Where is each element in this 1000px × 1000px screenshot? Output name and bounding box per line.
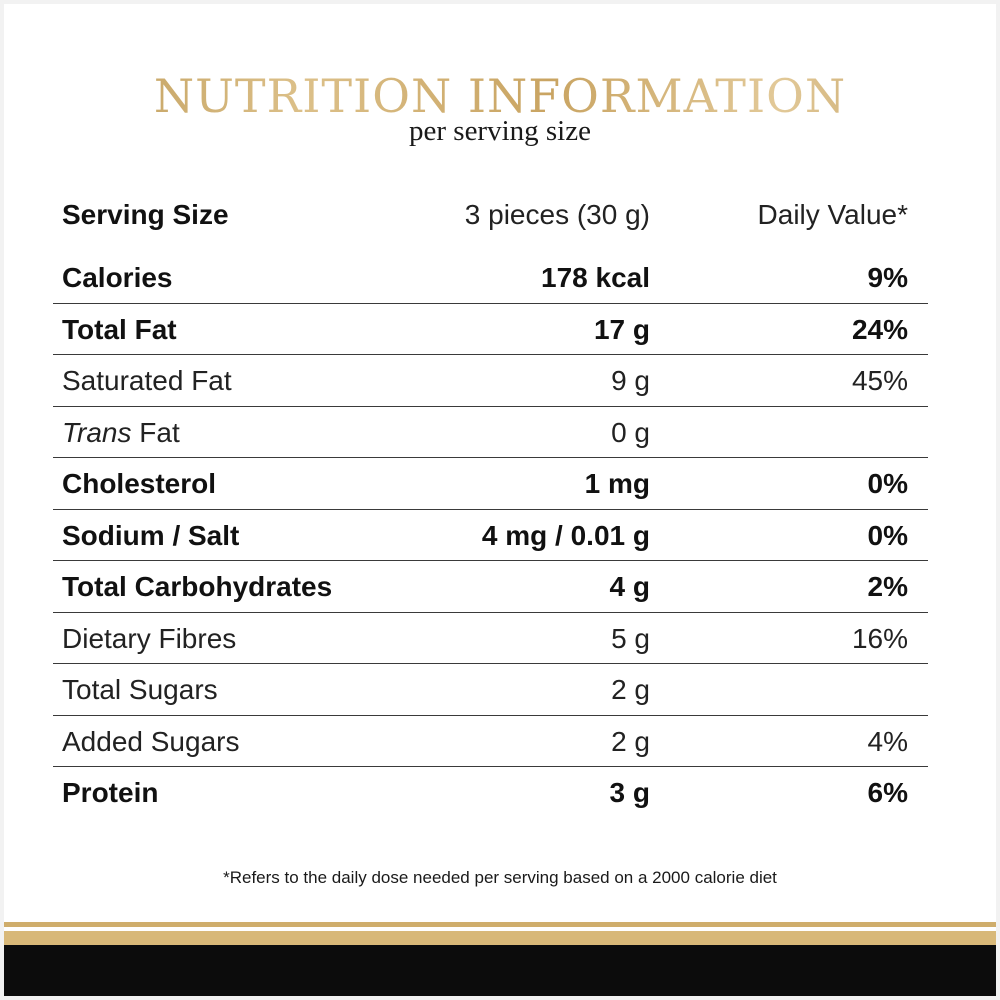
table-row-trans-fat: Trans Fat 0 g	[4, 407, 996, 459]
table-row-total-fat: Total Fat 17 g 24%	[4, 304, 996, 356]
row-label: Total Fat	[62, 313, 177, 345]
row-label: Sodium / Salt	[62, 519, 240, 551]
nutrition-panel: NUTRITION INFORMATION per serving size S…	[4, 4, 996, 996]
row-amount: 17 g	[593, 313, 650, 345]
nutrition-table: Calories 178 kcal 9% Total Fat 17 g 24% …	[4, 252, 996, 819]
row-label: Dietary Fibres	[62, 622, 237, 654]
row-daily-value: 0%	[867, 468, 908, 499]
table-row-protein: Protein 3 g 6%	[4, 767, 996, 819]
table-row-saturated-fat: Saturated Fat 9 g 45%	[4, 355, 996, 407]
row-amount: 9 g	[611, 365, 650, 396]
table-row-total-sugars: Total Sugars 2 g	[4, 664, 996, 716]
row-amount: 5 g	[611, 622, 650, 654]
row-label: Trans Fat	[62, 407, 180, 459]
row-amount: 2 g	[611, 725, 650, 757]
row-amount: 2 g	[611, 674, 650, 705]
row-label: Added Sugars	[62, 725, 240, 757]
row-label: Total Sugars	[62, 674, 218, 705]
row-amount: 4 g	[609, 571, 650, 602]
table-row-added-sugars: Added Sugars 2 g 4%	[4, 716, 996, 768]
row-label: Protein	[62, 777, 159, 808]
page-subtitle: per serving size	[409, 115, 591, 147]
row-daily-value: 2%	[867, 571, 908, 602]
row-daily-value: 9%	[867, 262, 908, 293]
row-daily-value: 4%	[867, 725, 908, 757]
row-amount: 4 mg / 0.01 g	[481, 519, 650, 551]
row-label: Cholesterol	[62, 468, 217, 499]
black-footer-band	[4, 945, 996, 996]
serving-size-amount: 3 pieces (30 g)	[464, 199, 650, 230]
table-row-sodium-salt: Sodium / Salt 4 mg / 0.01 g 0%	[4, 510, 996, 562]
table-row-cholesterol: Cholesterol 1 mg 0%	[4, 458, 996, 510]
row-amount: 3 g	[609, 777, 650, 808]
row-daily-value: 6%	[867, 777, 908, 808]
row-label: Saturated Fat	[62, 365, 232, 396]
table-row-total-carbohydrates: Total Carbohydrates 4 g 2%	[4, 561, 996, 613]
gold-stripe-divider	[4, 922, 996, 945]
row-label: Total Carbohydrates	[62, 571, 333, 602]
row-amount: 0 g	[611, 416, 650, 448]
row-label-italic: Trans	[62, 416, 132, 448]
page-title: NUTRITION INFORMATION	[4, 68, 996, 124]
table-row-calories: Calories 178 kcal 9%	[4, 252, 996, 304]
serving-size-row: Serving Size 3 pieces (30 g) Daily Value…	[4, 190, 996, 240]
row-amount: 178 kcal	[541, 262, 650, 293]
row-daily-value: 0%	[867, 519, 908, 551]
row-amount: 1 mg	[584, 468, 650, 499]
table-row-dietary-fibres: Dietary Fibres 5 g 16%	[4, 613, 996, 665]
row-daily-value: 45%	[851, 365, 908, 396]
row-daily-value: 16%	[851, 622, 908, 654]
daily-value-header: Daily Value*	[757, 199, 908, 230]
row-label: Calories	[62, 262, 173, 293]
row-daily-value: 24%	[851, 313, 908, 345]
footnote: *Refers to the daily dose needed per ser…	[223, 868, 777, 887]
row-label-rest: Fat	[131, 416, 180, 448]
serving-size-label: Serving Size	[62, 199, 229, 230]
